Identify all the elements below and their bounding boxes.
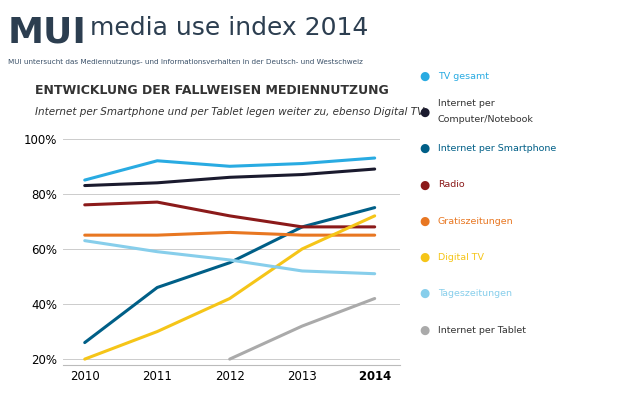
Text: Radio: Radio <box>438 180 464 190</box>
Text: ●: ● <box>419 215 429 228</box>
Text: ●: ● <box>419 178 429 192</box>
Text: ●: ● <box>419 70 429 83</box>
Text: MUI: MUI <box>8 16 86 50</box>
Text: MUI untersucht das Mediennutzungs- und Informationsverhalten in der Deutsch- und: MUI untersucht das Mediennutzungs- und I… <box>8 59 362 65</box>
Text: ENTWICKLUNG DER FALLWEISEN MEDIENNUTZUNG: ENTWICKLUNG DER FALLWEISEN MEDIENNUTZUNG <box>35 84 389 98</box>
Text: Digital TV: Digital TV <box>438 253 484 262</box>
Text: Computer/Notebook: Computer/Notebook <box>438 115 534 124</box>
Text: TV gesamt: TV gesamt <box>438 72 489 81</box>
Text: Internet per Smartphone und per Tablet legen weiter zu, ebenso Digital TV.: Internet per Smartphone und per Tablet l… <box>35 107 426 117</box>
Text: media use index 2014: media use index 2014 <box>82 16 369 40</box>
Text: Tageszeitungen: Tageszeitungen <box>438 289 512 298</box>
Text: ●: ● <box>419 287 429 300</box>
Text: ●: ● <box>419 106 429 119</box>
Text: ●: ● <box>419 142 429 155</box>
Text: ●: ● <box>419 323 429 337</box>
Text: Internet per: Internet per <box>438 99 495 108</box>
Text: Gratiszeitungen: Gratiszeitungen <box>438 217 513 226</box>
Text: ●: ● <box>419 251 429 264</box>
Text: Internet per Tablet: Internet per Tablet <box>438 325 526 335</box>
Text: Internet per Smartphone: Internet per Smartphone <box>438 144 556 153</box>
